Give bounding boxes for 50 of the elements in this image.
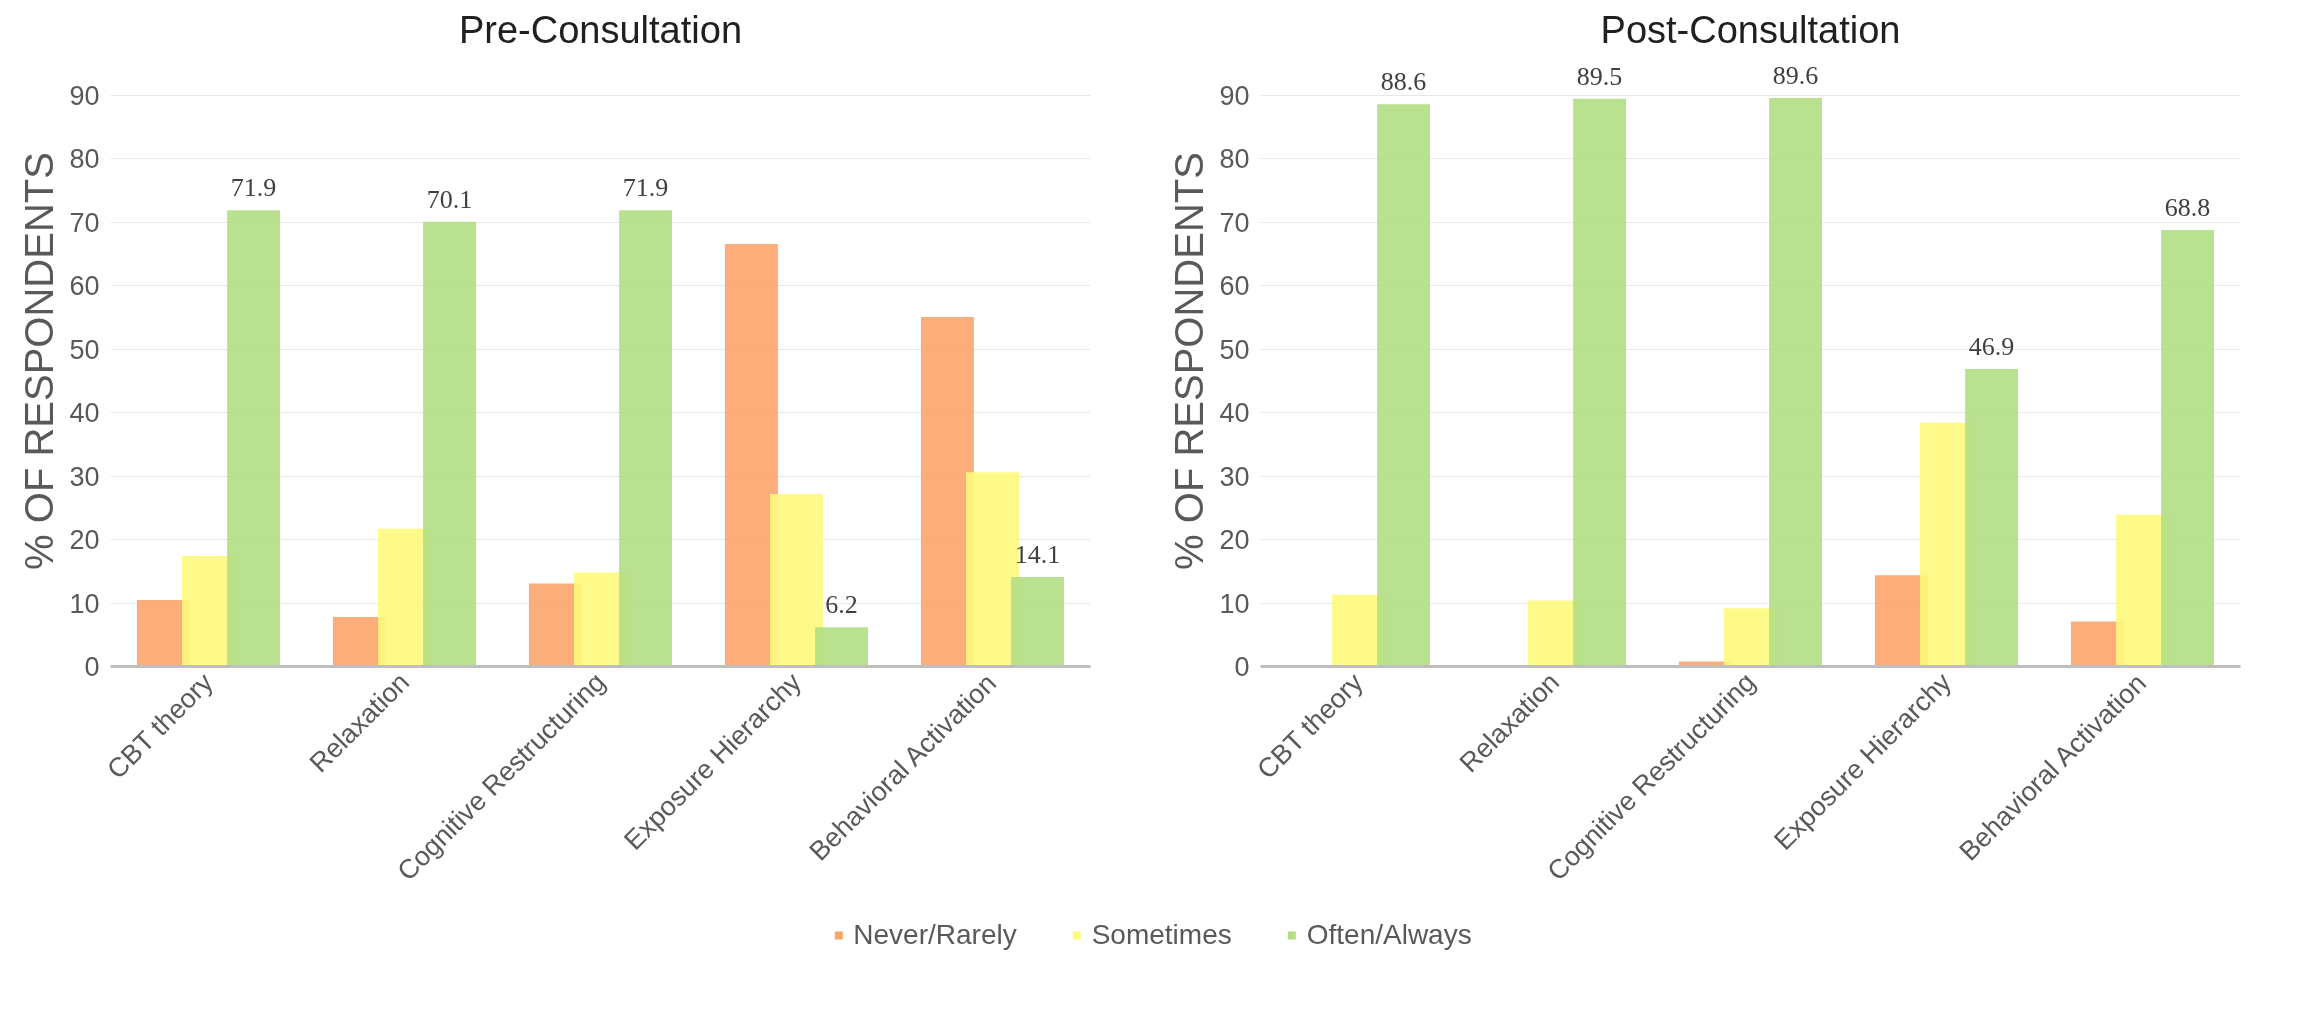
y-tick-label: 20	[69, 525, 100, 556]
y-axis-title: % OF RESPONDENTS	[17, 152, 62, 570]
legend-label: Never/Rarely	[853, 919, 1017, 951]
y-tick-label: 60	[1219, 271, 1250, 302]
data-label: 89.6	[1772, 61, 1819, 91]
y-tick-label: 60	[69, 271, 100, 302]
bar	[1769, 98, 1823, 667]
y-axis-title: % OF RESPONDENTS	[1167, 152, 1212, 570]
y-tick-label: 70	[1219, 207, 1250, 238]
bar	[227, 210, 281, 667]
chart-title: Post-Consultation	[1600, 8, 1901, 51]
chart-title: Pre-Consultation	[458, 8, 743, 51]
data-label: 6.2	[825, 590, 858, 620]
y-tick-label: 10	[1219, 588, 1250, 619]
y-tick-label: 10	[69, 588, 100, 619]
bar	[966, 472, 1019, 667]
y-tick-label: 90	[1219, 80, 1250, 111]
legend-label: Sometimes	[1091, 919, 1232, 951]
bar	[619, 210, 673, 667]
y-tick-label: 40	[1219, 398, 1250, 429]
bar	[1965, 368, 2019, 667]
bar	[1377, 104, 1431, 667]
bar	[2161, 229, 2215, 667]
data-label: 71.9	[622, 173, 669, 203]
bar	[423, 221, 477, 667]
y-tick-label: 0	[84, 652, 100, 682]
y-tick-label: 80	[69, 144, 100, 175]
bar	[770, 493, 823, 667]
y-tick-label: 30	[1219, 461, 1250, 492]
data-label: 68.8	[2164, 192, 2211, 222]
bar	[1011, 577, 1065, 667]
y-tick-label: 0	[1234, 652, 1250, 682]
y-tick-label: 30	[69, 461, 100, 492]
bar	[724, 243, 778, 667]
bar	[815, 627, 869, 667]
bar	[1573, 98, 1627, 667]
y-tick-label: 80	[1219, 144, 1250, 175]
data-label: 88.6	[1380, 67, 1427, 97]
data-label: 46.9	[1968, 331, 2015, 361]
y-tick-label: 50	[1219, 334, 1250, 365]
data-label: 70.1	[426, 184, 473, 214]
legend-label: Often/Always	[1306, 919, 1472, 951]
y-tick-label: 50	[69, 334, 100, 365]
data-label: 71.9	[230, 173, 277, 203]
bar	[920, 316, 974, 667]
y-tick-label: 40	[69, 398, 100, 429]
data-label: 89.5	[1576, 61, 1623, 91]
y-tick-label: 70	[69, 207, 100, 238]
y-tick-label: 20	[1219, 525, 1250, 556]
y-tick-label: 90	[69, 80, 100, 111]
